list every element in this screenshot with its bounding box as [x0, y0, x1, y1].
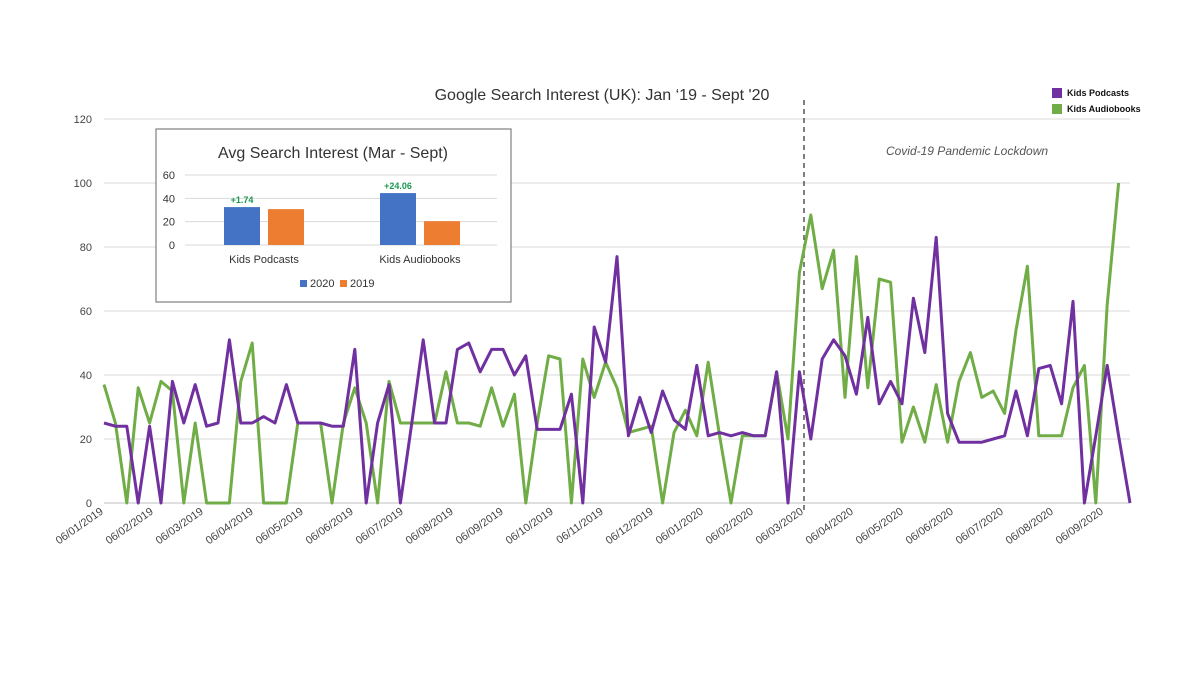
inset-bars: +1.74 Kids Podcasts +24.06 Kids Audiobooks	[224, 181, 461, 266]
x-tick-label: 06/02/2020	[704, 506, 756, 547]
inset-y-tick-label: 40	[163, 193, 175, 205]
inset-legend-swatch	[340, 280, 347, 287]
x-tick-label: 06/09/2020	[1054, 506, 1106, 547]
y-tick-label: 40	[80, 370, 92, 382]
x-tick-label: 06/04/2019	[204, 506, 256, 547]
inset-category-label: Kids Audiobooks	[379, 254, 461, 266]
y-tick-label: 100	[74, 178, 92, 190]
x-tick-label: 06/12/2019	[604, 506, 656, 547]
legend-label: Kids Podcasts	[1067, 88, 1129, 98]
inset-legend: 2020 2019	[300, 278, 374, 290]
main-x-tick-labels: 06/01/201906/02/201906/03/201906/04/2019…	[54, 506, 1106, 547]
inset-title: Avg Search Interest (Mar - Sept)	[218, 145, 448, 162]
x-tick-label: 06/03/2019	[154, 506, 206, 547]
x-tick-label: 06/05/2019	[254, 506, 306, 547]
lockdown-annotation: Covid-19 Pandemic Lockdown	[886, 144, 1048, 158]
x-tick-label: 06/02/2019	[104, 506, 156, 547]
legend-swatch	[1052, 104, 1062, 114]
x-tick-label: 06/01/2019	[54, 506, 106, 547]
inset-frame	[155, 128, 512, 303]
y-tick-label: 0	[86, 498, 92, 510]
x-tick-label: 06/04/2020	[804, 506, 856, 547]
x-tick-label: 06/07/2019	[354, 506, 406, 547]
x-tick-label: 06/05/2020	[854, 506, 906, 547]
x-tick-label: 06/09/2019	[454, 506, 506, 547]
x-tick-label: 06/03/2020	[754, 506, 806, 547]
inset-bar-2019	[424, 221, 460, 245]
inset-y-tick-label: 20	[163, 217, 175, 229]
legend-swatch	[1052, 88, 1062, 98]
inset-bar-chart: Avg Search Interest (Mar - Sept) 0 20 40 60…	[155, 128, 512, 303]
x-tick-label: 06/11/2019	[554, 506, 605, 547]
inset-y-tick-label: 60	[163, 170, 175, 182]
x-tick-label: 06/06/2020	[904, 506, 956, 547]
x-tick-label: 06/08/2019	[404, 506, 456, 547]
main-y-axis: 0 20 40 60 80 100 120	[74, 114, 92, 510]
x-tick-label: 06/01/2020	[654, 506, 706, 547]
x-tick-label: 06/06/2019	[304, 506, 356, 547]
y-tick-label: 20	[80, 434, 92, 446]
inset-data-label: +1.74	[231, 195, 254, 205]
y-tick-label: 60	[80, 306, 92, 318]
y-tick-label: 80	[80, 242, 92, 254]
inset-bar-2019	[268, 209, 304, 245]
inset-category-label: Kids Podcasts	[229, 254, 299, 266]
y-tick-label: 120	[74, 114, 92, 126]
legend-label: Kids Audiobooks	[1067, 104, 1141, 114]
inset-legend-label: 2019	[350, 278, 374, 290]
inset-y-tick-label: 0	[169, 240, 175, 252]
x-tick-label: 06/10/2019	[504, 506, 556, 547]
inset-bar-2020	[224, 207, 260, 245]
inset-legend-swatch	[300, 280, 307, 287]
series-line-kids-podcasts	[103, 235, 1132, 505]
inset-data-label: +24.06	[384, 181, 412, 191]
series-lines	[102, 182, 1132, 505]
legend: Kids Podcasts Kids Audiobooks	[1052, 88, 1141, 114]
chart-title: Google Search Interest (UK): Jan ‘19 - S…	[435, 87, 770, 104]
inset-bar-2020	[380, 193, 416, 245]
x-tick-label: 06/07/2020	[954, 506, 1006, 547]
inset-legend-label: 2020	[310, 278, 334, 290]
x-tick-label: 06/08/2020	[1004, 506, 1056, 547]
series-line-kids-audiobooks	[102, 182, 1121, 505]
